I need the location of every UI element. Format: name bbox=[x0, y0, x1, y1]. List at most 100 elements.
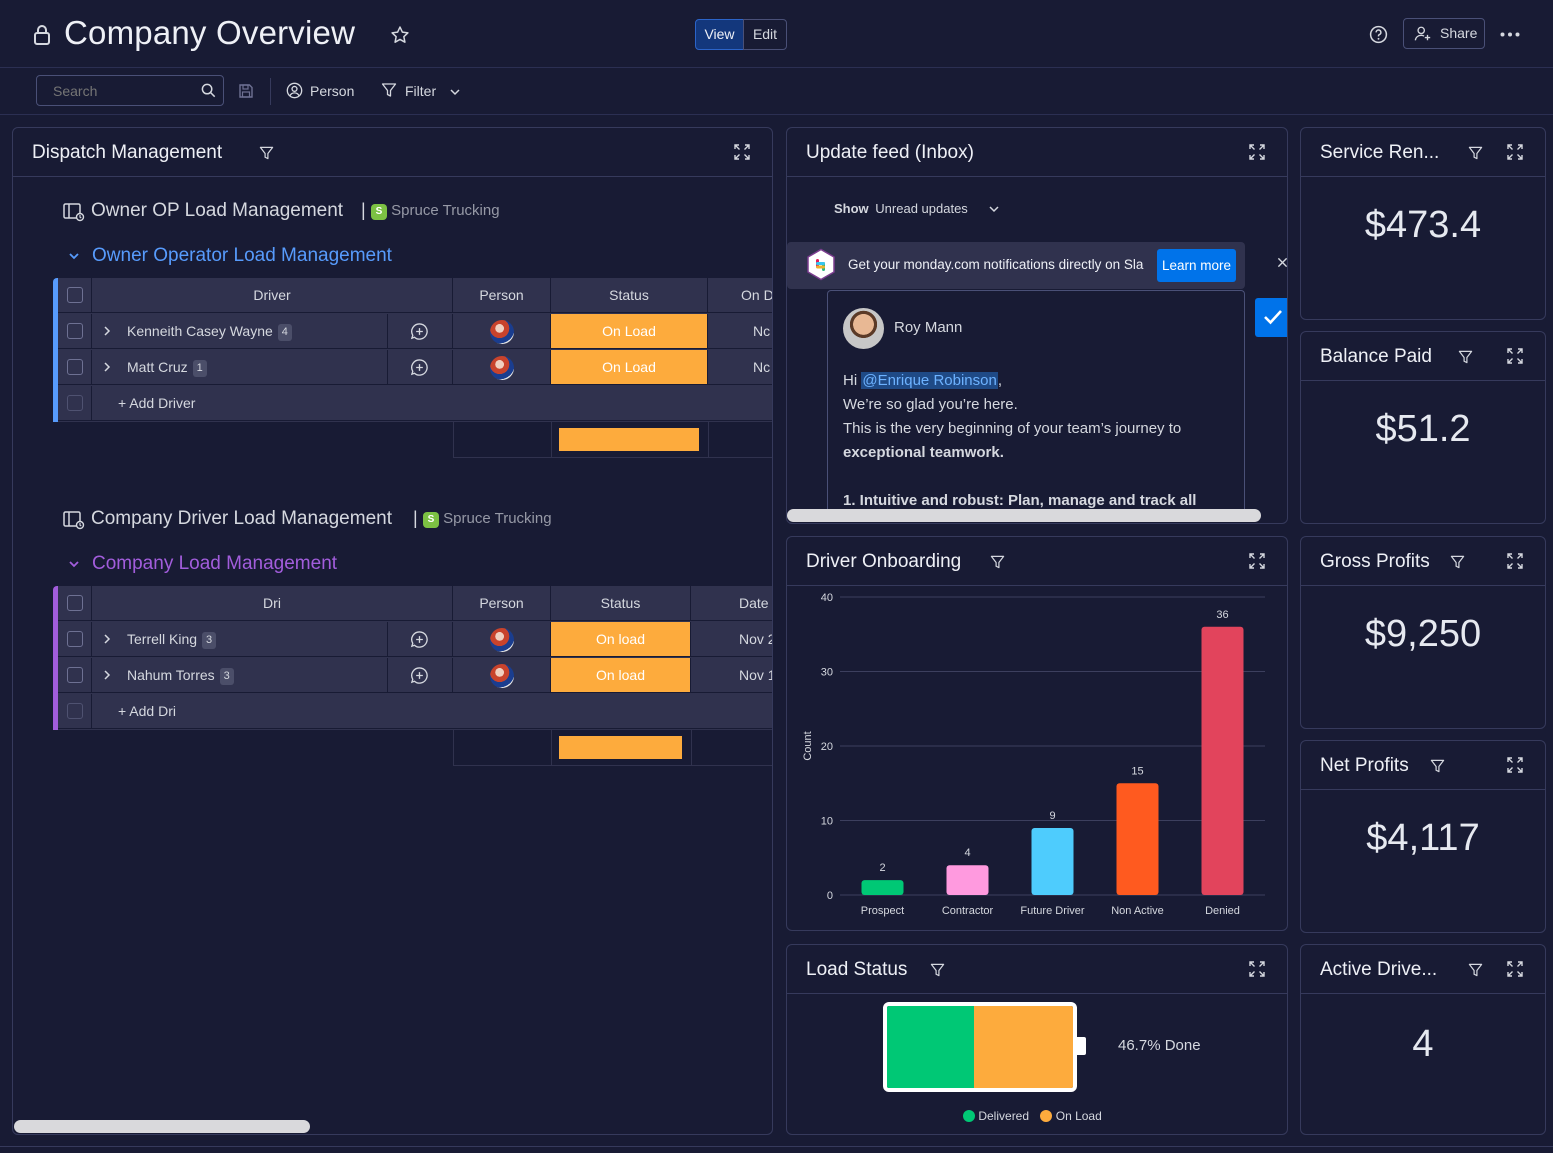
table-row-name[interactable]: Terrell King 3 bbox=[92, 622, 388, 657]
add-item-button[interactable]: + Add Driver bbox=[92, 386, 772, 421]
column-header-status[interactable]: Status bbox=[551, 586, 691, 621]
expand-icon[interactable] bbox=[1507, 553, 1523, 574]
expand-icon[interactable] bbox=[1249, 144, 1265, 165]
date-cell[interactable]: Nc bbox=[708, 350, 772, 385]
chart-bar[interactable] bbox=[861, 880, 904, 895]
post-author[interactable]: Roy Mann bbox=[894, 319, 963, 336]
search-icon[interactable] bbox=[201, 83, 216, 98]
date-cell[interactable]: Nov 1 bbox=[691, 658, 772, 693]
add-item-button[interactable]: + Add Dri bbox=[92, 694, 772, 729]
filter-icon[interactable] bbox=[1468, 145, 1483, 166]
filter-button[interactable]: Filter bbox=[405, 83, 437, 99]
expand-icon[interactable] bbox=[1507, 144, 1523, 165]
select-all-checkbox[interactable] bbox=[67, 595, 83, 611]
help-icon[interactable] bbox=[1369, 25, 1388, 44]
column-header-name[interactable]: Driver bbox=[92, 278, 453, 313]
column-header-person[interactable]: Person bbox=[453, 278, 551, 313]
status-summary-bar[interactable] bbox=[559, 428, 699, 451]
select-all-checkbox[interactable] bbox=[67, 287, 83, 303]
status-badge[interactable]: On Load bbox=[551, 314, 708, 349]
add-update-cell[interactable] bbox=[388, 350, 453, 385]
date-cell[interactable]: Nc bbox=[708, 314, 772, 349]
avatar[interactable] bbox=[490, 664, 514, 688]
date-cell[interactable]: Nov 2 bbox=[691, 622, 772, 657]
person-filter-button[interactable]: Person bbox=[310, 83, 355, 99]
row-checkbox[interactable] bbox=[67, 631, 83, 647]
workspace-link[interactable]: S Spruce Trucking bbox=[371, 202, 500, 220]
status-badge[interactable]: On load bbox=[551, 622, 691, 657]
status-badge[interactable]: On Load bbox=[551, 350, 708, 385]
column-header-person[interactable]: Person bbox=[453, 586, 551, 621]
mark-read-checkbox[interactable] bbox=[1255, 298, 1287, 337]
board-title[interactable]: Owner OP Load Management bbox=[91, 200, 344, 221]
row-checkbox[interactable] bbox=[67, 323, 83, 339]
table-row-name[interactable]: Kenneith Casey Wayne 4 bbox=[92, 314, 388, 349]
add-update-icon[interactable] bbox=[410, 666, 429, 685]
expand-icon[interactable] bbox=[1507, 757, 1523, 778]
add-update-icon[interactable] bbox=[410, 358, 429, 377]
chart-bar[interactable] bbox=[946, 865, 989, 895]
add-update-icon[interactable] bbox=[410, 322, 429, 341]
expand-icon[interactable] bbox=[1249, 553, 1265, 574]
table-row-name[interactable]: Nahum Torres 3 bbox=[92, 658, 388, 693]
person-cell[interactable] bbox=[453, 350, 551, 385]
column-header-date[interactable]: On D bbox=[708, 278, 772, 313]
column-header-name[interactable]: Dri bbox=[92, 586, 453, 621]
search-input[interactable] bbox=[38, 77, 193, 104]
row-checkbox[interactable] bbox=[67, 667, 83, 683]
search-box[interactable] bbox=[36, 75, 224, 106]
add-update-cell[interactable] bbox=[388, 658, 453, 693]
expand-subitems-icon[interactable] bbox=[103, 325, 111, 337]
chevron-down-icon[interactable] bbox=[449, 88, 461, 96]
chart-bar[interactable] bbox=[1201, 626, 1244, 895]
view-button[interactable]: View bbox=[695, 19, 744, 50]
person-cell[interactable] bbox=[453, 314, 551, 349]
group-title[interactable]: Company Load Management bbox=[92, 553, 338, 574]
expand-icon[interactable] bbox=[734, 144, 750, 165]
table-row-name[interactable]: Matt Cruz 1 bbox=[92, 350, 388, 385]
horizontal-scrollbar[interactable] bbox=[787, 509, 1261, 522]
status-badge[interactable]: On load bbox=[551, 658, 691, 693]
column-header-date[interactable]: Date bbox=[691, 586, 772, 621]
avatar[interactable] bbox=[490, 320, 514, 344]
expand-subitems-icon[interactable] bbox=[103, 361, 111, 373]
edit-button[interactable]: Edit bbox=[743, 19, 787, 50]
save-view-icon[interactable] bbox=[238, 83, 254, 99]
add-update-cell[interactable] bbox=[388, 622, 453, 657]
star-icon[interactable] bbox=[390, 25, 410, 45]
workspace-link[interactable]: S Spruce Trucking bbox=[423, 510, 552, 528]
group-title[interactable]: Owner Operator Load Management bbox=[92, 245, 392, 266]
expand-icon[interactable] bbox=[1507, 961, 1523, 982]
add-update-icon[interactable] bbox=[410, 630, 429, 649]
horizontal-scrollbar[interactable] bbox=[14, 1120, 310, 1133]
filter-icon[interactable] bbox=[259, 145, 274, 166]
filter-icon[interactable] bbox=[1450, 554, 1465, 575]
status-summary-bar[interactable] bbox=[559, 736, 682, 759]
filter-icon[interactable] bbox=[1430, 758, 1445, 779]
row-checkbox[interactable] bbox=[67, 359, 83, 375]
avatar[interactable] bbox=[843, 308, 884, 349]
expand-icon[interactable] bbox=[1507, 348, 1523, 369]
filter-icon[interactable] bbox=[1468, 962, 1483, 983]
learn-more-button[interactable]: Learn more bbox=[1157, 249, 1236, 282]
expand-icon[interactable] bbox=[1249, 961, 1265, 982]
show-filter-dropdown[interactable]: Show Unread updates bbox=[834, 201, 968, 216]
close-icon[interactable] bbox=[1277, 257, 1287, 268]
share-button[interactable]: Share bbox=[1403, 18, 1485, 49]
filter-icon[interactable] bbox=[930, 962, 945, 983]
collapse-group-icon[interactable] bbox=[68, 560, 80, 568]
column-header-status[interactable]: Status bbox=[551, 278, 708, 313]
board-title[interactable]: Company Driver Load Management bbox=[91, 508, 392, 529]
user-mention[interactable]: @Enrique Robinson bbox=[861, 372, 998, 389]
person-cell[interactable] bbox=[453, 658, 551, 693]
avatar[interactable] bbox=[490, 356, 514, 380]
filter-icon[interactable] bbox=[990, 554, 1005, 575]
chevron-down-icon[interactable] bbox=[988, 205, 1000, 213]
expand-subitems-icon[interactable] bbox=[103, 669, 111, 681]
expand-subitems-icon[interactable] bbox=[103, 633, 111, 645]
chart-bar[interactable] bbox=[1116, 783, 1159, 895]
chart-bar[interactable] bbox=[1031, 827, 1074, 895]
collapse-group-icon[interactable] bbox=[68, 252, 80, 260]
person-cell[interactable] bbox=[453, 622, 551, 657]
add-update-cell[interactable] bbox=[388, 314, 453, 349]
